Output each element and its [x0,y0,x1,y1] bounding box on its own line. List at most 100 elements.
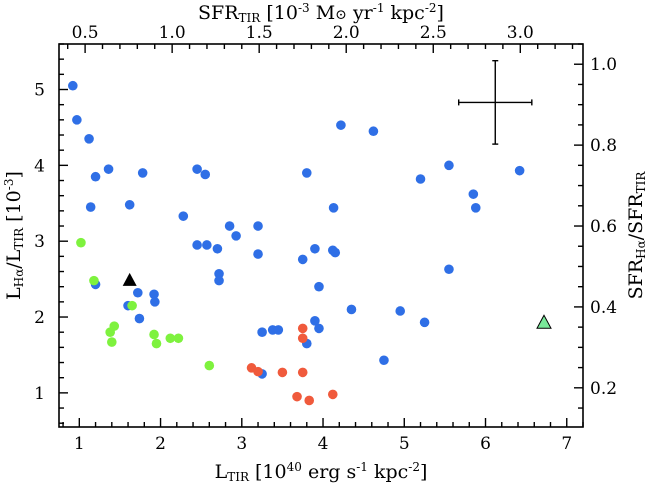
blue-point [214,275,224,286]
right-tick-label: 0.4 [590,298,617,318]
x-tick-label: 5 [399,434,410,454]
blue-point [444,160,454,171]
red-point [327,389,338,400]
blue-point [192,240,202,250]
x-tick-label: 6 [480,434,491,454]
plot-frame [58,43,584,428]
top-tick-label: 2.0 [333,23,360,43]
blue-point [253,221,263,231]
green-point [204,360,215,371]
green-point [109,321,120,331]
blue-point [328,203,339,213]
blue-point [470,203,481,213]
blue-point [103,164,114,174]
top-axis-label: SFRTIR [10-3 M⊙ yr-1 kpc-2] [198,1,444,25]
blue-point [330,247,341,258]
x-tick-label: 3 [236,434,247,454]
data-points [68,80,552,406]
right-tick-label: 0.2 [590,379,617,399]
error-bar [458,59,533,145]
blue-point [301,168,312,178]
blue-point [368,126,379,137]
y-tick-label: 1 [34,384,45,404]
right-tick-label: 0.6 [590,217,617,237]
blue-point [310,316,320,326]
blue-point [150,297,160,307]
blue-point [468,189,479,199]
red-point [277,367,288,378]
y-tick-label: 3 [34,232,45,252]
blue-point [134,313,145,324]
right-tick-label: 0.8 [590,136,617,156]
top-tick-label: 3.0 [507,23,534,43]
blue-point [200,169,211,180]
green-point [107,337,117,347]
blue-point [314,281,324,292]
x-tick-label: 7 [561,434,572,454]
tick-marks [59,43,584,427]
blue-point [149,289,159,300]
blue-point [178,211,189,221]
blue-point [137,168,148,178]
black-triangle-marker [122,272,137,286]
y-axis-label: LHα/LTIR [10-3] [2,171,26,300]
blue-point [419,317,430,328]
top-tick-label: 1.5 [246,23,273,43]
blue-point [214,269,224,279]
blue-point [310,243,320,254]
green-point [165,333,176,344]
blue-point [68,80,78,91]
blue-point [133,287,143,298]
y-tick-label: 5 [34,81,45,101]
right-tick-label: 1.0 [590,55,617,75]
green-point [173,333,184,344]
right-axis-label: SFRHα/SFRTIR [625,171,648,300]
blue-point [379,355,389,366]
mint-triangle-marker [536,314,552,329]
top-tick-label: 1.0 [159,23,186,43]
blue-point [253,249,263,259]
blue-point [84,134,94,144]
top-tick-label: 0.5 [72,23,99,43]
x-tick-label: 1 [74,434,85,454]
x-tick-label: 2 [155,434,166,454]
green-point [149,329,159,340]
blue-point [202,240,212,250]
green-point [127,300,137,311]
y-tick-label: 2 [34,308,45,328]
blue-point [336,120,346,130]
red-point [297,367,308,378]
blue-point [514,165,525,176]
red-point [253,366,263,377]
blue-point [124,199,135,210]
blue-point [231,231,241,241]
y-tick-label: 4 [34,156,45,176]
blue-point [90,171,101,182]
blue-point [257,327,267,337]
blue-point [85,202,96,212]
green-point [151,338,162,349]
green-point [76,237,86,248]
top-tick-label: 2.5 [420,23,447,43]
blue-point [192,164,202,174]
axes: 1 2 3 4 5 6 7 0.5 1.0 1.5 2.0 2.5 3.0 1 2 3 4 5 0.2 0.4 0.6 0… [34,23,617,454]
blue-point [297,254,308,265]
red-point [304,395,315,406]
blue-point [273,325,284,335]
blue-point [395,306,406,316]
blue-point [346,304,357,315]
blue-point [72,115,82,125]
green-point [89,275,99,286]
blue-point [415,174,426,184]
blue-point [224,221,235,231]
x-tick-label: 4 [318,434,329,454]
x-axis-label: LTIR [1040 erg s-1 kpc-2] [215,460,428,484]
blue-point [444,264,454,275]
blue-point [314,323,324,334]
red-point [292,391,302,402]
blue-point [212,243,223,254]
red-point [297,323,308,334]
tick-labels: 1 2 3 4 5 6 7 0.5 1.0 1.5 2.0 2.5 3.0 1 2 3 4 5 0.2 0.4 0.6 0… [34,23,617,454]
red-point [297,333,308,344]
